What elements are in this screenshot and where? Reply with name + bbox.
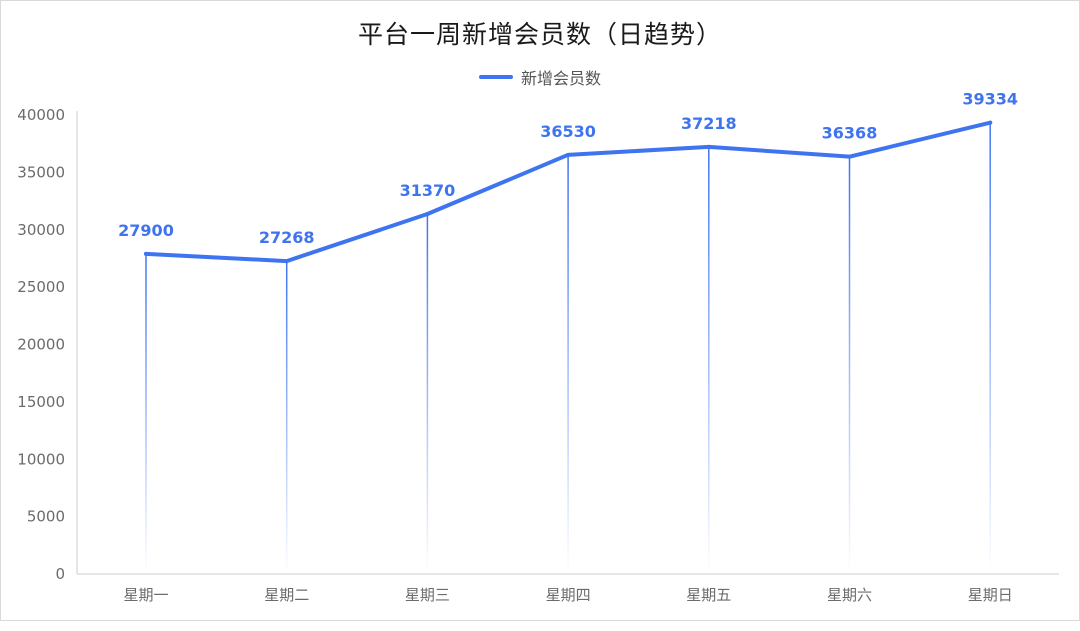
data-point	[988, 120, 993, 125]
drop-line	[989, 122, 991, 575]
legend-label: 新增会员数	[520, 69, 601, 88]
drop-line	[848, 156, 851, 575]
x-tick-label: 星期五	[686, 586, 731, 604]
y-tick-label: 0	[55, 565, 65, 583]
drop-line	[285, 261, 288, 574]
data-label: 27268	[259, 228, 315, 247]
drop-line	[708, 146, 710, 574]
data-label: 31370	[400, 181, 456, 200]
drop-line	[567, 154, 569, 575]
x-tick-label: 星期一	[123, 586, 168, 604]
data-label: 27900	[118, 221, 174, 240]
x-tick-label: 星期六	[827, 586, 872, 604]
y-tick-label: 30000	[17, 221, 65, 239]
y-tick-label: 20000	[17, 336, 65, 354]
y-tick-label: 10000	[17, 450, 65, 468]
y-tick-label: 35000	[17, 163, 65, 181]
data-point	[847, 154, 852, 159]
data-label: 36530	[540, 122, 596, 141]
data-label: 36368	[822, 124, 878, 143]
drop-line	[145, 253, 147, 574]
data-point	[425, 212, 430, 217]
x-tick-label: 星期四	[546, 586, 591, 604]
y-tick-label: 5000	[27, 508, 65, 526]
data-point	[706, 144, 711, 149]
y-tick-label: 25000	[17, 278, 65, 296]
legend-swatch-icon	[478, 75, 513, 79]
y-tick-label: 15000	[17, 393, 65, 411]
chart-title: 平台一周新增会员数（日趋势）	[357, 20, 722, 49]
x-tick-label: 星期二	[264, 586, 309, 604]
chart-legend[interactable]: 新增会员数	[1, 65, 1079, 89]
x-tick-label: 星期日	[968, 586, 1013, 604]
line-chart: 0 5000 10000 15000 20000 25000 30000 35000 40000…	[17, 90, 1059, 604]
drop-line	[426, 214, 429, 575]
x-tick-label: 星期三	[405, 586, 450, 604]
data-label: 39334	[962, 90, 1018, 109]
data-point	[284, 259, 289, 264]
data-point	[566, 152, 571, 157]
data-label: 37218	[681, 114, 737, 133]
data-point	[144, 251, 148, 256]
y-tick-label: 40000	[17, 106, 65, 124]
